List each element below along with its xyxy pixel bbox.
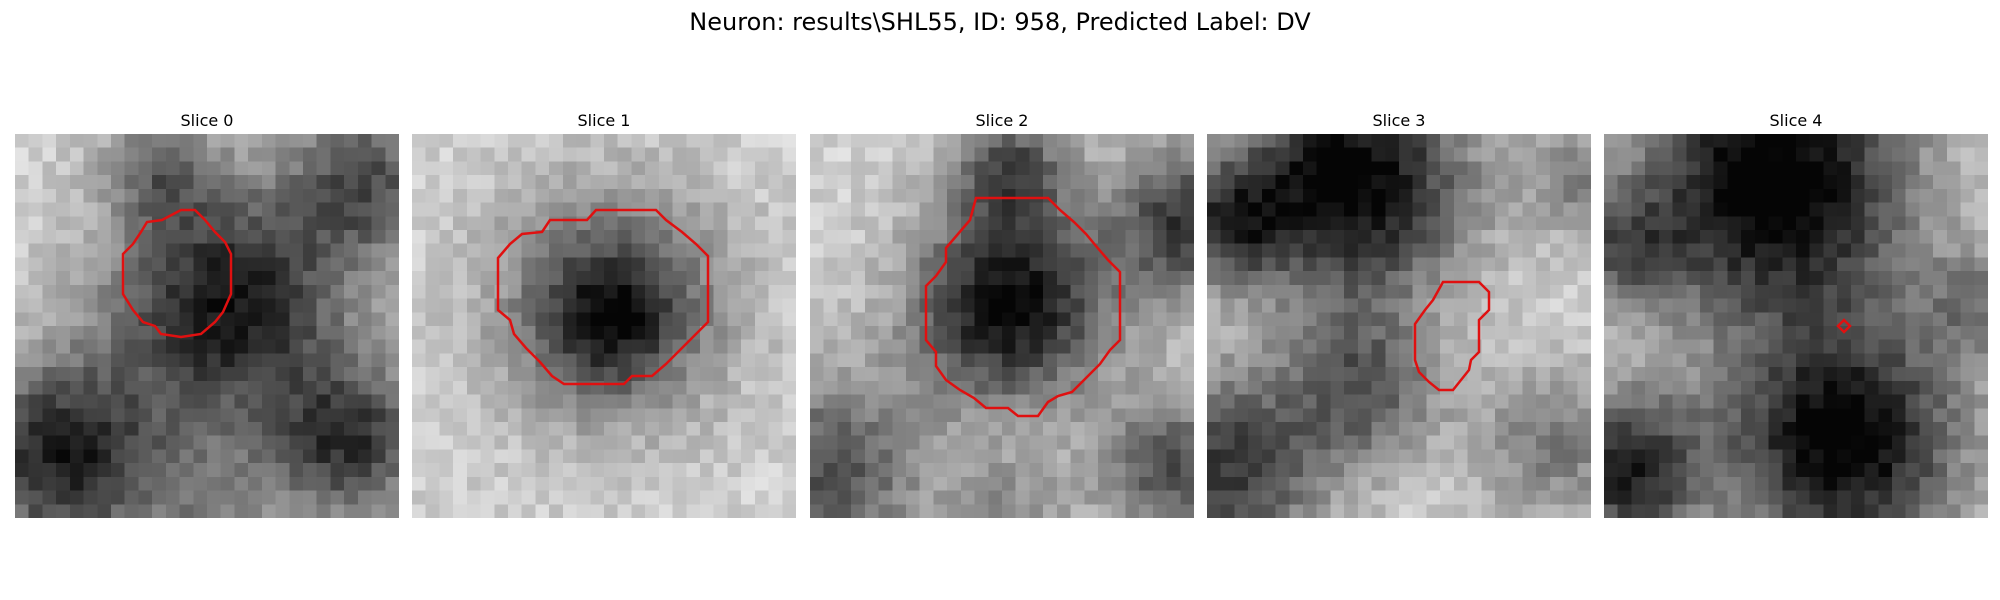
slice-panel-3: Slice 3	[1207, 108, 1591, 518]
slice-title: Slice 2	[975, 111, 1029, 130]
grayscale-image	[412, 134, 796, 518]
slice-image	[810, 134, 1194, 518]
grayscale-image	[1207, 134, 1591, 518]
slice-image	[1207, 134, 1591, 518]
roi-contour	[924, 196, 1122, 418]
grayscale-image	[15, 134, 399, 518]
slice-panel-2: Slice 2	[810, 108, 1194, 518]
figure-title: Neuron: results\SHL55, ID: 958, Predicte…	[689, 8, 1311, 36]
slice-image	[15, 134, 399, 518]
roi-contour	[1836, 318, 1852, 334]
slice-title: Slice 4	[1769, 111, 1823, 130]
slice-title: Slice 0	[180, 111, 234, 130]
slice-image	[412, 134, 796, 518]
slice-title: Slice 3	[1372, 111, 1426, 130]
roi-contour	[496, 208, 710, 386]
roi-contour	[1413, 280, 1491, 392]
slice-image	[1604, 134, 1988, 518]
slice-title: Slice 1	[577, 111, 631, 130]
slice-panel-1: Slice 1	[412, 108, 796, 518]
roi-contour	[121, 208, 233, 339]
slice-panel-4: Slice 4	[1604, 108, 1988, 518]
slice-panel-0: Slice 0	[15, 108, 399, 518]
grayscale-image	[1604, 134, 1988, 518]
